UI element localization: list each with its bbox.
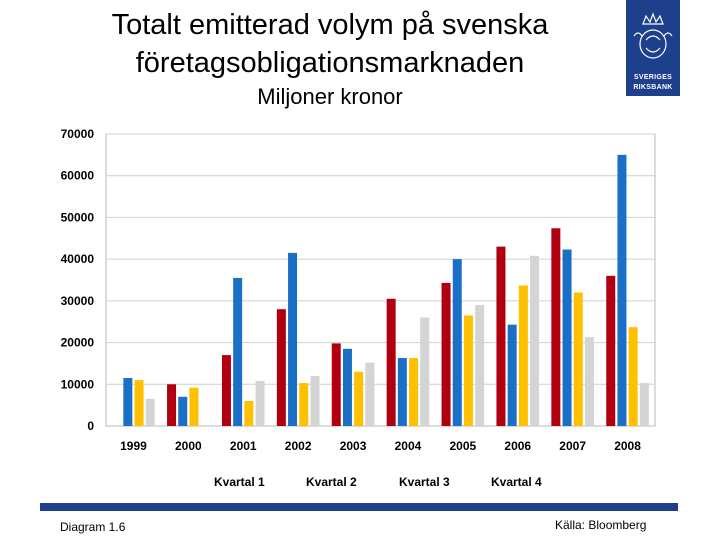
bar-2003-q1	[331, 343, 341, 426]
bar-2004-q2	[397, 358, 407, 426]
source-label: Källa: Bloomberg	[555, 518, 647, 532]
bar-2007-q1	[551, 228, 561, 426]
bar-2006-q3	[518, 285, 528, 426]
chart-title-line2: företagsobligationsmarknaden	[135, 47, 525, 79]
y-tick-label: 20000	[61, 336, 95, 350]
diagram-label: Diagram 1.6	[60, 520, 126, 534]
bar-2003-q4	[365, 362, 375, 426]
bar-1999-q4	[145, 398, 155, 426]
bar-2000-q2	[178, 396, 188, 426]
logo-text-line2: RIKSBANK	[633, 84, 673, 91]
chart-title: Totalt emitterad volym på svenska företa…	[40, 6, 620, 82]
legend-kvartal-1: Kvartal 1	[214, 475, 265, 489]
y-tick-label: 70000	[61, 127, 95, 141]
bar-2002-q2	[288, 252, 298, 426]
bar-2003-q3	[354, 371, 364, 426]
x-tick-label: 2004	[395, 439, 422, 453]
riksbank-logo: SVERIGES RIKSBANK	[626, 0, 680, 96]
bar-2002-q1	[276, 309, 286, 426]
x-tick-label: 2006	[504, 439, 531, 453]
x-tick-label: 2008	[614, 439, 641, 453]
x-tick-label: 2001	[230, 439, 257, 453]
plot-area	[105, 133, 656, 427]
y-tick-label: 50000	[61, 210, 95, 224]
bar-2007-q4	[584, 337, 594, 426]
x-tick-label: 2007	[559, 439, 586, 453]
bar-2005-q4	[475, 305, 485, 426]
bar-2008-q3	[628, 327, 638, 426]
y-tick-label: 0	[87, 419, 94, 433]
bar-2005-q3	[463, 315, 473, 426]
bar-2005-q1	[441, 282, 451, 426]
bar-1999-q2	[123, 378, 133, 426]
bar-2001-q4	[255, 380, 265, 426]
bar-2002-q4	[310, 375, 320, 426]
bar-2008-q1	[606, 275, 616, 426]
bar-2004-q4	[420, 317, 430, 426]
bar-2005-q2	[452, 259, 462, 426]
y-tick-label: 40000	[61, 252, 95, 266]
footer-bar	[40, 503, 678, 511]
bar-2003-q2	[342, 348, 352, 426]
bar-2008-q4	[639, 383, 649, 426]
chart-title-line1: Totalt emitterad volym på svenska	[111, 9, 549, 41]
bar-2004-q3	[409, 358, 419, 426]
x-tick-label: 2002	[285, 439, 312, 453]
y-tick-label: 60000	[61, 169, 95, 183]
bar-1999-q3	[134, 380, 144, 426]
bar-2008-q2	[617, 154, 627, 426]
bar-2007-q2	[562, 249, 572, 426]
bar-2000-q1	[167, 384, 177, 426]
bar-2006-q2	[507, 324, 517, 426]
x-tick-label: 1999	[120, 439, 147, 453]
legend-kvartal-4: Kvartal 4	[491, 475, 542, 489]
bar-2004-q1	[386, 298, 396, 426]
y-tick-label: 10000	[61, 377, 95, 391]
legend-kvartal-2: Kvartal 2	[306, 475, 357, 489]
bar-2001-q2	[233, 277, 243, 426]
crown-emblem-icon	[633, 12, 673, 59]
bar-2006-q1	[496, 246, 506, 426]
bar-2007-q3	[573, 292, 583, 426]
x-tick-label: 2000	[175, 439, 202, 453]
x-tick-label: 2003	[340, 439, 367, 453]
logo-text-line1: SVERIGES	[633, 74, 673, 81]
bar-2002-q3	[299, 383, 309, 426]
x-tick-label: 2005	[449, 439, 476, 453]
bar-2001-q1	[221, 355, 231, 426]
chart-subtitle: Miljoner kronor	[257, 84, 403, 109]
bar-2000-q3	[189, 387, 199, 426]
bar-2001-q3	[244, 400, 254, 426]
legend-kvartal-3: Kvartal 3	[399, 475, 450, 489]
y-tick-label: 30000	[61, 294, 95, 308]
bar-2006-q4	[530, 255, 540, 426]
